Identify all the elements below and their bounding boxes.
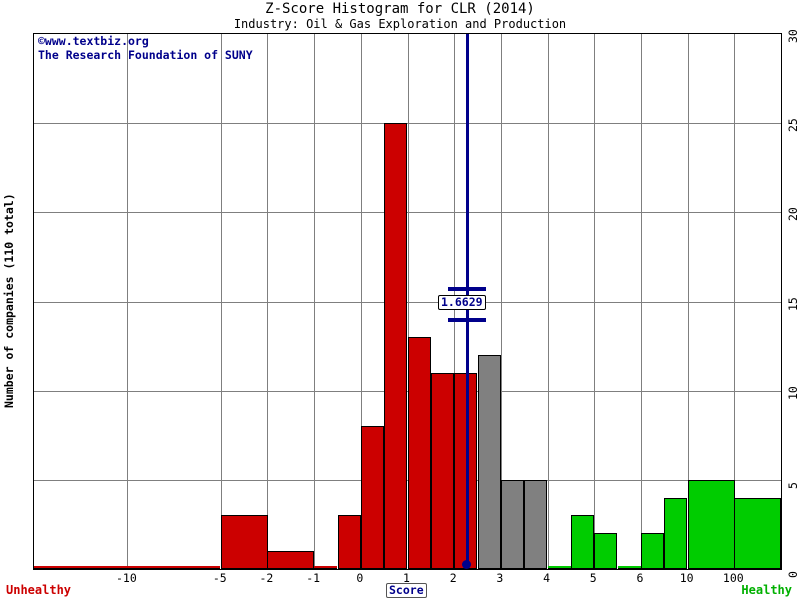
gridline-v <box>408 34 409 569</box>
gridline-h <box>34 391 781 392</box>
marker-dot <box>462 560 471 569</box>
x-tick-label: 10 <box>679 571 694 585</box>
x-tick-label: -2 <box>259 571 274 585</box>
histogram-bar <box>734 498 781 569</box>
histogram-bar <box>594 533 617 569</box>
x-tick-label: 6 <box>636 571 644 585</box>
y-tick-label: 20 <box>786 207 800 222</box>
histogram-bar <box>408 337 431 569</box>
chart-subtitle: Industry: Oil & Gas Exploration and Prod… <box>233 17 567 31</box>
marker-cap-bottom <box>448 318 486 322</box>
unhealthy-label: Unhealthy <box>6 583 72 597</box>
y-tick-label: 0 <box>786 571 800 578</box>
x-tick-label: 4 <box>543 571 551 585</box>
gridline-v <box>734 34 735 569</box>
histogram-bar <box>688 480 735 569</box>
gridline-h <box>34 123 781 124</box>
histogram-bar <box>548 566 571 569</box>
copyright-credit: ©www.textbiz.org The Research Foundation… <box>38 34 253 62</box>
histogram-bar <box>618 566 641 569</box>
gridline-v <box>501 34 502 569</box>
y-tick-label: 30 <box>786 29 800 43</box>
gridline-v <box>267 34 268 569</box>
histogram-bar <box>478 355 501 569</box>
histogram-bar <box>664 498 687 569</box>
x-tick-label: 3 <box>496 571 504 585</box>
credit-line-2: The Research Foundation of SUNY <box>38 48 253 62</box>
gridline-v <box>314 34 315 569</box>
healthy-label: Healthy <box>741 583 792 597</box>
x-tick-label: 0 <box>356 571 364 585</box>
x-tick-label: 1 <box>403 571 410 585</box>
histogram-bar <box>267 551 314 569</box>
x-tick-label: -10 <box>115 571 137 585</box>
x-tick-label: 5 <box>589 571 597 585</box>
gridline-h <box>34 480 781 481</box>
x-axis-title: Score <box>386 583 427 598</box>
y-tick-label: 10 <box>786 385 800 400</box>
histogram-bar <box>501 480 524 569</box>
histogram-bar <box>221 515 268 569</box>
histogram-bar <box>314 566 337 569</box>
gridline-h <box>34 212 781 213</box>
gridline-v <box>688 34 689 569</box>
histogram-bar <box>641 533 664 569</box>
histogram-bars <box>34 34 781 569</box>
marker-cap-top <box>448 287 486 291</box>
histogram-bar <box>571 515 594 569</box>
gridline-v <box>127 34 128 569</box>
histogram-bar <box>431 373 454 569</box>
x-tick-label: -5 <box>212 571 227 585</box>
gridline-v <box>594 34 595 569</box>
y-tick-label: 15 <box>786 296 800 311</box>
z-score-value-label: 1.6629 <box>438 295 486 310</box>
histogram-bar <box>127 566 220 569</box>
gridline-v <box>548 34 549 569</box>
x-tick-label: 100 <box>722 571 744 585</box>
gridline-h <box>34 302 781 303</box>
histogram-bar <box>524 480 547 569</box>
x-tick-label: -1 <box>306 571 321 585</box>
x-tick-label: 2 <box>449 571 457 585</box>
y-tick-label: 25 <box>786 118 800 133</box>
gridline-v <box>361 34 362 569</box>
page-title: Z-Score Histogram for CLR (2014) <box>265 1 535 17</box>
credit-line-1: ©www.textbiz.org <box>38 34 149 48</box>
histogram-bar <box>361 426 384 569</box>
gridline-v <box>641 34 642 569</box>
gridline-v <box>221 34 222 569</box>
y-tick-label: 5 <box>786 481 800 489</box>
histogram-bar <box>338 515 361 569</box>
histogram-bar <box>384 123 407 569</box>
histogram-bar <box>34 566 127 569</box>
plot-area: 1.6629 <box>33 33 782 570</box>
y-axis-title: Number of companies (110 total) <box>2 193 16 408</box>
